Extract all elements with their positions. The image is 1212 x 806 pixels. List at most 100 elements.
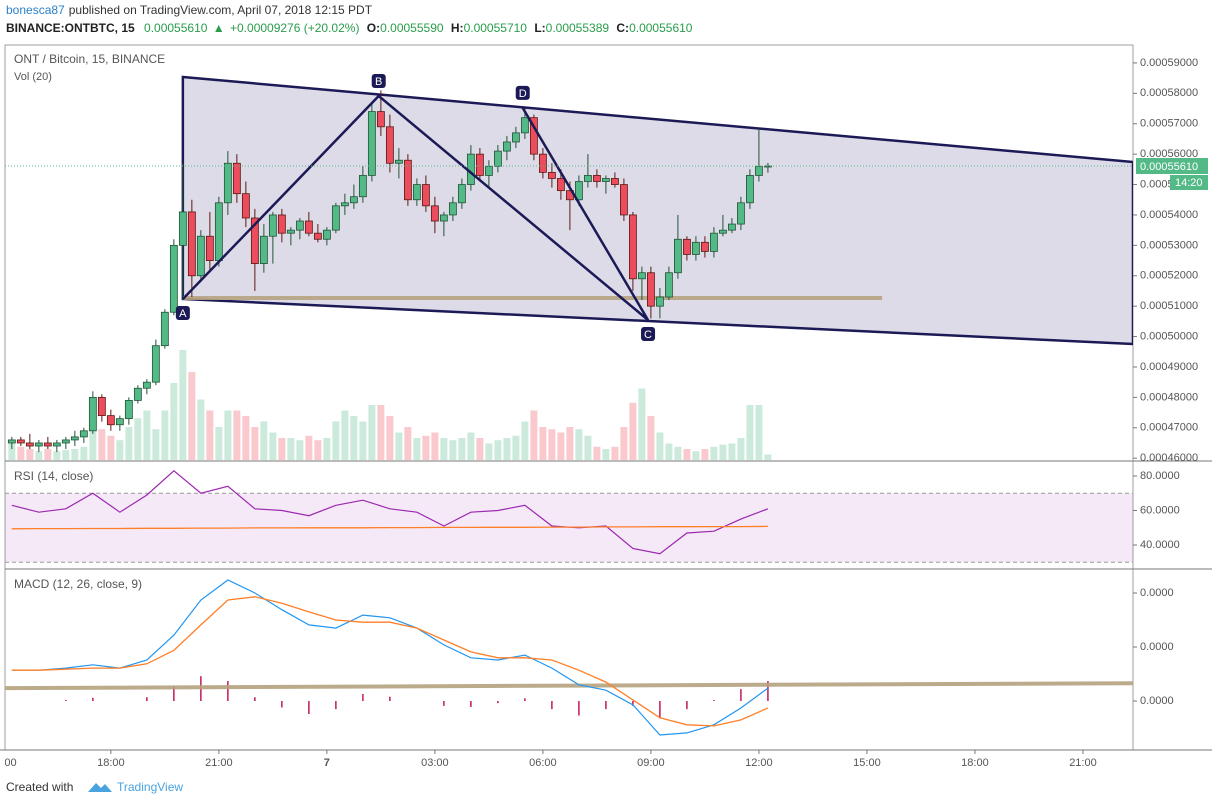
ohlc-value: 0.00055710 (464, 21, 528, 35)
y-tick-label: 0.00054000 (1140, 209, 1198, 221)
candle-body (430, 205, 439, 222)
candle-body (475, 153, 484, 176)
x-tick-label: 09:00 (637, 757, 665, 769)
volume-bar (44, 449, 52, 460)
volume-bar (26, 449, 34, 460)
volume-bar (143, 410, 151, 460)
volume-bar (287, 438, 295, 460)
candle-body (511, 132, 520, 143)
countdown-box (1170, 175, 1208, 191)
volume-bar (440, 438, 448, 460)
volume-bar (161, 410, 169, 460)
volume-bar (467, 432, 475, 460)
volume-bar (683, 449, 691, 460)
y-tick-label: 60.0000 (1140, 504, 1180, 516)
candle-body (322, 229, 331, 240)
volume-bar (107, 435, 115, 460)
volume-bar (341, 410, 349, 460)
candle-body (61, 439, 70, 444)
volume-label: Vol (20) (14, 71, 52, 83)
volume-bar (692, 451, 700, 460)
candle-body (547, 171, 556, 179)
volume-bar (638, 388, 646, 460)
candle-body (331, 205, 340, 231)
volume-bar (737, 438, 745, 460)
y-tick-label: 0.0000 (1140, 695, 1174, 707)
ohlc-value: 0.00055610 (629, 21, 693, 35)
pattern-label-box (175, 305, 190, 320)
x-tick-label: 03:00 (421, 757, 449, 769)
volume-bar (17, 446, 25, 460)
candle-body (88, 396, 97, 432)
volume-bar (521, 421, 529, 460)
author: bonesca87 (6, 3, 65, 17)
ohlc-label: O: (367, 21, 380, 35)
volume-bar (530, 410, 538, 460)
level-line (5, 681, 1133, 691)
candle-body (457, 184, 466, 204)
volume-bar (377, 405, 385, 460)
volume-bar (629, 402, 637, 460)
volume-bar (71, 449, 79, 460)
candle-body (710, 232, 718, 252)
candle-body (214, 202, 223, 261)
candle-body (34, 442, 43, 447)
volume-bar (512, 435, 520, 460)
candle-body (115, 418, 124, 426)
candle-body (674, 238, 682, 274)
candle-body (295, 220, 304, 231)
volume-bar (242, 416, 250, 460)
pattern-label: C (644, 329, 652, 341)
candle-body (133, 387, 142, 401)
volume-bar (701, 449, 709, 460)
volume-bar (215, 427, 223, 460)
candle-body (556, 178, 565, 192)
pattern-label: D (519, 88, 527, 100)
y-tick-label: 0.00046000 (1140, 452, 1198, 464)
x-tick-label: 18:00 (97, 757, 125, 769)
volume-bar (62, 450, 70, 460)
volume-bar (476, 438, 484, 460)
candle-body (493, 150, 502, 167)
candle-body (755, 165, 763, 176)
pane: A B C D (7, 73, 1133, 460)
candle-body (79, 430, 88, 438)
volume-bar (323, 438, 331, 460)
pattern-label-box (371, 73, 386, 88)
volume-bar (269, 432, 277, 460)
candle-body (656, 296, 664, 307)
volume-bar (224, 410, 232, 460)
volume-bar (755, 405, 763, 460)
volume-bar (647, 416, 655, 460)
last-price-label: 0.00055610 (1140, 161, 1198, 173)
series-line (11, 470, 769, 555)
volume-bar (728, 443, 736, 460)
volume-bar (602, 449, 610, 460)
candle-body (142, 381, 151, 389)
volume-bar (359, 421, 367, 460)
candle-body (367, 111, 376, 176)
candle-body (259, 235, 268, 264)
y-tick-label: 40.0000 (1140, 539, 1180, 551)
y-tick-label: 0.00057000 (1140, 118, 1198, 130)
volume-bar (53, 451, 61, 460)
candle-body (340, 202, 349, 207)
candle-body (611, 178, 619, 185)
volume-bar (170, 383, 178, 460)
countdown: 14:20 (1175, 177, 1203, 189)
volume-bar (665, 443, 673, 460)
candle-body (232, 162, 241, 195)
ohlc-value: 0.00055389 (546, 21, 610, 35)
published: published on TradingView.com, April 07, … (69, 3, 373, 17)
last-price-box (1136, 158, 1208, 175)
pattern-label-box (515, 85, 530, 100)
symbol-line: BINANCE:ONTBTC, 15 0.00055610 ▲ +0.00009… (6, 21, 693, 35)
candle-body (665, 272, 673, 298)
volume-bar (584, 435, 592, 460)
volume-bar (89, 427, 97, 460)
volume-bar (8, 443, 16, 460)
candle-body (205, 235, 214, 261)
candle-body (719, 229, 727, 234)
pane (5, 579, 1133, 736)
candle-body (520, 117, 529, 134)
